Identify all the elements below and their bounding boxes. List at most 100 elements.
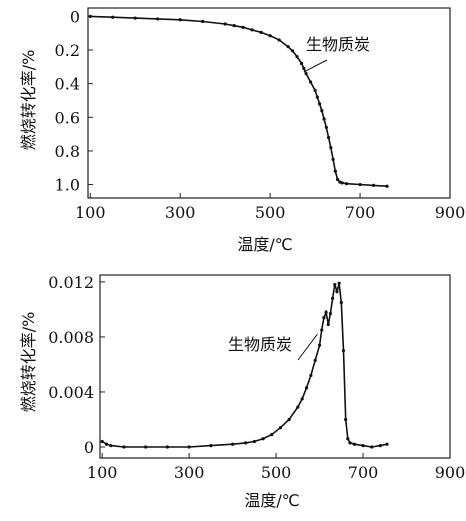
data-point (315, 95, 319, 99)
y-axis-label: 燃烧转化率/% (19, 50, 38, 151)
x-tick-label: 700 (348, 463, 379, 482)
data-point (308, 80, 313, 84)
data-point (223, 22, 227, 26)
data-point (328, 311, 333, 316)
data-point (278, 426, 283, 430)
data-point (324, 125, 328, 129)
y-tick-label: 0.6 (55, 108, 80, 127)
data-point (304, 386, 309, 390)
data-point (335, 177, 340, 182)
data-point (122, 445, 126, 449)
data-point (111, 15, 115, 19)
data-point (178, 18, 182, 22)
data-point (295, 55, 299, 59)
x-tick-label: 700 (345, 203, 376, 222)
data-point (232, 24, 236, 28)
data-point (300, 397, 304, 401)
data-point (287, 417, 291, 422)
data-point (302, 66, 306, 71)
data-point (286, 45, 290, 49)
data-point (244, 441, 248, 445)
x-tick-label: 900 (435, 463, 466, 482)
data-point (250, 28, 254, 32)
data-point (333, 283, 337, 287)
x-tick-label: 300 (174, 463, 205, 482)
x-axis-label: 温度/℃ (244, 491, 299, 510)
series-annotation: 生物质炭 (228, 335, 292, 354)
x-tick-label: 500 (255, 203, 286, 222)
x-axis-label: 温度/℃ (237, 235, 292, 254)
data-point (88, 14, 92, 19)
data-point (344, 182, 349, 186)
data-point (241, 25, 245, 29)
chart-bottom: 100 300 500 700 900 0 0.004 0.008 0.012 温度/℃ 燃烧转化率… (19, 273, 465, 510)
data-point (320, 328, 324, 332)
data-point (385, 184, 389, 188)
data-point (337, 281, 341, 285)
data-point (317, 343, 322, 347)
data-point (165, 445, 169, 449)
series-line (101, 283, 388, 448)
data-point (346, 437, 350, 441)
data-point (268, 34, 272, 38)
data-point (361, 444, 365, 448)
data-point (144, 445, 148, 449)
data-point (333, 169, 337, 173)
y-tick-label: 0.012 (48, 273, 94, 292)
y-tick-label: 0.004 (48, 383, 94, 402)
data-point (109, 444, 113, 448)
data-point (201, 19, 205, 24)
data-point (104, 442, 109, 446)
x-tick-label: 300 (165, 203, 196, 222)
data-point (291, 49, 295, 53)
data-point (340, 181, 344, 185)
data-point (341, 349, 346, 353)
data-point (296, 405, 300, 409)
y-tick-label: 0.008 (48, 328, 94, 347)
data-point (300, 61, 304, 66)
data-point (324, 310, 328, 314)
data-point (370, 445, 374, 449)
data-point (352, 442, 356, 446)
x-tick-label: 500 (261, 463, 292, 482)
data-point (100, 439, 104, 444)
data-point (331, 157, 335, 161)
data-point (252, 439, 256, 444)
data-point (348, 441, 352, 445)
data-point (335, 289, 339, 294)
data-point (133, 16, 137, 20)
data-point (322, 316, 326, 320)
data-point (344, 417, 348, 422)
y-tick-label: 0.4 (55, 75, 80, 94)
annotation-leader (297, 333, 318, 361)
data-point (385, 442, 389, 446)
data-point (320, 108, 324, 113)
data-point (270, 433, 274, 437)
data-point (326, 322, 330, 327)
data-point (304, 71, 308, 76)
x-tick-label: 900 (435, 203, 466, 222)
y-tick-label: 0 (84, 438, 94, 457)
data-point (187, 445, 191, 449)
data-point (331, 296, 335, 300)
data-point (378, 444, 383, 448)
data-point (322, 117, 326, 121)
chart-top: 100 300 500 700 900 0 0.2 0.4 0.6 0.8 1.0 温度/℃ 燃烧转化率… (19, 7, 465, 254)
data-point (277, 38, 281, 42)
y-tick-label: 0.2 (55, 41, 80, 60)
series-annotation: 生物质炭 (306, 35, 370, 54)
y-tick-label: 1.0 (55, 176, 80, 195)
data-point (358, 182, 362, 187)
data-point (329, 145, 333, 150)
data-point (261, 437, 265, 441)
data-point (371, 183, 376, 187)
data-point (313, 358, 317, 362)
data-point (259, 30, 263, 34)
x-tick-label: 100 (87, 463, 118, 482)
data-point (313, 88, 317, 92)
data-point (209, 444, 213, 448)
y-axis-label: 燃烧转化率/% (19, 312, 38, 413)
annotation-leader (303, 59, 328, 73)
plot-frame (99, 274, 451, 459)
